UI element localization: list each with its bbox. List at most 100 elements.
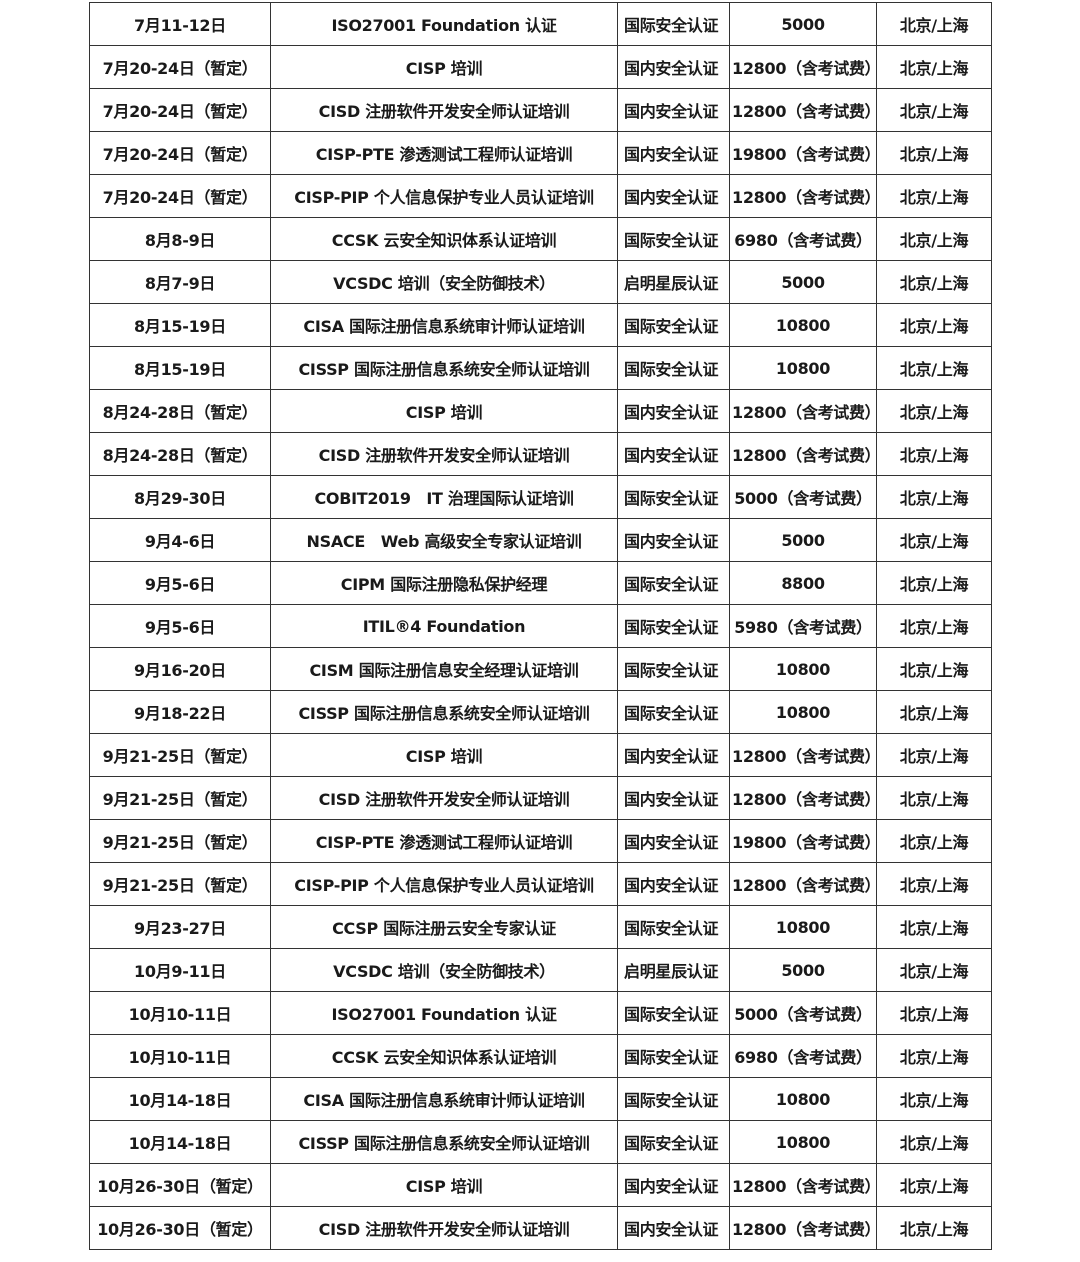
date-cell: 7月20-24日（暂定） bbox=[89, 45, 271, 89]
table-row: 7月20-24日（暂定） CISD 注册软件开发安全师认证培训 国内安全认证 1280… bbox=[89, 88, 992, 132]
price-cell: 8800 bbox=[729, 561, 877, 605]
course-cell: ISO27001 Foundation 认证 bbox=[270, 2, 618, 46]
date-cell: 9月21-25日（暂定） bbox=[89, 733, 271, 777]
table-row: 8月29-30日 COBIT2019 IT 治理国际认证培训 国际安全认证 5000（… bbox=[89, 475, 992, 519]
location-cell: 北京/上海 bbox=[876, 1077, 992, 1121]
date-cell: 9月21-25日（暂定） bbox=[89, 776, 271, 820]
date-cell: 8月8-9日 bbox=[89, 217, 271, 261]
date-cell: 10月9-11日 bbox=[89, 948, 271, 992]
date-cell: 7月20-24日（暂定） bbox=[89, 174, 271, 218]
certification-type-cell: 国内安全认证 bbox=[617, 733, 730, 777]
table-row: 10月9-11日 VCSDC 培训（安全防御技术） 启明星辰认证 5000 北京/上海 bbox=[89, 948, 992, 992]
location-cell: 北京/上海 bbox=[876, 733, 992, 777]
date-cell: 9月23-27日 bbox=[89, 905, 271, 949]
location-cell: 北京/上海 bbox=[876, 2, 992, 46]
price-cell: 5000 bbox=[729, 518, 877, 562]
date-cell: 8月15-19日 bbox=[89, 303, 271, 347]
certification-type-cell: 国内安全认证 bbox=[617, 45, 730, 89]
date-cell: 7月20-24日（暂定） bbox=[89, 131, 271, 175]
course-cell: VCSDC 培训（安全防御技术） bbox=[270, 948, 618, 992]
location-cell: 北京/上海 bbox=[876, 432, 992, 476]
date-cell: 10月14-18日 bbox=[89, 1077, 271, 1121]
certification-type-cell: 国内安全认证 bbox=[617, 518, 730, 562]
price-cell: 5980（含考试费） bbox=[729, 604, 877, 648]
location-cell: 北京/上海 bbox=[876, 131, 992, 175]
price-cell: 10800 bbox=[729, 1077, 877, 1121]
date-cell: 8月29-30日 bbox=[89, 475, 271, 519]
price-cell: 5000（含考试费） bbox=[729, 475, 877, 519]
location-cell: 北京/上海 bbox=[876, 905, 992, 949]
course-cell: CISA 国际注册信息系统审计师认证培训 bbox=[270, 1077, 618, 1121]
location-cell: 北京/上海 bbox=[876, 862, 992, 906]
table-body: 7月11-12日 ISO27001 Foundation 认证 国际安全认证 5000… bbox=[89, 2, 992, 1250]
table-row: 7月20-24日（暂定） CISP 培训 国内安全认证 12800（含考试费） 北京/上… bbox=[89, 45, 992, 89]
table-row: 8月15-19日 CISA 国际注册信息系统审计师认证培训 国际安全认证 10800 北… bbox=[89, 303, 992, 347]
course-cell: CISD 注册软件开发安全师认证培训 bbox=[270, 88, 618, 132]
price-cell: 12800（含考试费） bbox=[729, 174, 877, 218]
price-cell: 6980（含考试费） bbox=[729, 217, 877, 261]
date-cell: 10月26-30日（暂定） bbox=[89, 1206, 271, 1250]
certification-type-cell: 启明星辰认证 bbox=[617, 260, 730, 304]
table-row: 9月21-25日（暂定） CISP 培训 国内安全认证 12800（含考试费） 北京/上… bbox=[89, 733, 992, 777]
location-cell: 北京/上海 bbox=[876, 604, 992, 648]
date-cell: 8月24-28日（暂定） bbox=[89, 432, 271, 476]
table-row: 8月7-9日 VCSDC 培训（安全防御技术） 启明星辰认证 5000 北京/上海 bbox=[89, 260, 992, 304]
course-cell: CISD 注册软件开发安全师认证培训 bbox=[270, 1206, 618, 1250]
price-cell: 10800 bbox=[729, 905, 877, 949]
course-cell: CISP 培训 bbox=[270, 1163, 618, 1207]
certification-type-cell: 国际安全认证 bbox=[617, 1120, 730, 1164]
date-cell: 9月5-6日 bbox=[89, 604, 271, 648]
price-cell: 10800 bbox=[729, 346, 877, 390]
price-cell: 10800 bbox=[729, 690, 877, 734]
price-cell: 5000 bbox=[729, 260, 877, 304]
date-cell: 8月24-28日（暂定） bbox=[89, 389, 271, 433]
certification-type-cell: 国内安全认证 bbox=[617, 1163, 730, 1207]
table-row: 9月21-25日（暂定） CISP-PTE 渗透测试工程师认证培训 国内安全认证 19… bbox=[89, 819, 992, 863]
price-cell: 10800 bbox=[729, 647, 877, 691]
course-cell: VCSDC 培训（安全防御技术） bbox=[270, 260, 618, 304]
certification-type-cell: 国内安全认证 bbox=[617, 131, 730, 175]
course-cell: CISA 国际注册信息系统审计师认证培训 bbox=[270, 303, 618, 347]
course-cell: CISM 国际注册信息安全经理认证培训 bbox=[270, 647, 618, 691]
certification-type-cell: 国际安全认证 bbox=[617, 604, 730, 648]
certification-type-cell: 国际安全认证 bbox=[617, 217, 730, 261]
course-cell: CISP 培训 bbox=[270, 45, 618, 89]
price-cell: 12800（含考试费） bbox=[729, 432, 877, 476]
price-cell: 12800（含考试费） bbox=[729, 88, 877, 132]
table-row: 10月10-11日 CCSK 云安全知识体系认证培训 国际安全认证 6980（含考试费… bbox=[89, 1034, 992, 1078]
date-cell: 8月15-19日 bbox=[89, 346, 271, 390]
table-row: 9月5-6日 CIPM 国际注册隐私保护经理 国际安全认证 8800 北京/上海 bbox=[89, 561, 992, 605]
certification-type-cell: 国内安全认证 bbox=[617, 862, 730, 906]
date-cell: 7月20-24日（暂定） bbox=[89, 88, 271, 132]
location-cell: 北京/上海 bbox=[876, 518, 992, 562]
table-row: 9月16-20日 CISM 国际注册信息安全经理认证培训 国际安全认证 10800 北京… bbox=[89, 647, 992, 691]
location-cell: 北京/上海 bbox=[876, 561, 992, 605]
price-cell: 12800（含考试费） bbox=[729, 1206, 877, 1250]
table-row: 8月24-28日（暂定） CISD 注册软件开发安全师认证培训 国内安全认证 1280… bbox=[89, 432, 992, 476]
price-cell: 19800（含考试费） bbox=[729, 819, 877, 863]
course-cell: CISSP 国际注册信息系统安全师认证培训 bbox=[270, 346, 618, 390]
date-cell: 10月26-30日（暂定） bbox=[89, 1163, 271, 1207]
location-cell: 北京/上海 bbox=[876, 991, 992, 1035]
table-row: 9月23-27日 CCSP 国际注册云安全专家认证 国际安全认证 10800 北京/上海 bbox=[89, 905, 992, 949]
location-cell: 北京/上海 bbox=[876, 1206, 992, 1250]
certification-type-cell: 国际安全认证 bbox=[617, 905, 730, 949]
date-cell: 9月18-22日 bbox=[89, 690, 271, 734]
certification-type-cell: 国内安全认证 bbox=[617, 776, 730, 820]
location-cell: 北京/上海 bbox=[876, 45, 992, 89]
course-cell: CISD 注册软件开发安全师认证培训 bbox=[270, 432, 618, 476]
price-cell: 5000 bbox=[729, 948, 877, 992]
location-cell: 北京/上海 bbox=[876, 948, 992, 992]
table-row: 9月21-25日（暂定） CISD 注册软件开发安全师认证培训 国内安全认证 1280… bbox=[89, 776, 992, 820]
table-row: 8月15-19日 CISSP 国际注册信息系统安全师认证培训 国际安全认证 10800… bbox=[89, 346, 992, 390]
location-cell: 北京/上海 bbox=[876, 819, 992, 863]
certification-type-cell: 国际安全认证 bbox=[617, 2, 730, 46]
certification-type-cell: 国际安全认证 bbox=[617, 561, 730, 605]
price-cell: 10800 bbox=[729, 303, 877, 347]
certification-type-cell: 国内安全认证 bbox=[617, 389, 730, 433]
course-cell: CISP-PTE 渗透测试工程师认证培训 bbox=[270, 131, 618, 175]
table-row: 9月18-22日 CISSP 国际注册信息系统安全师认证培训 国际安全认证 10800… bbox=[89, 690, 992, 734]
date-cell: 9月21-25日（暂定） bbox=[89, 819, 271, 863]
certification-type-cell: 国际安全认证 bbox=[617, 303, 730, 347]
table-row: 10月14-18日 CISSP 国际注册信息系统安全师认证培训 国际安全认证 1080… bbox=[89, 1120, 992, 1164]
